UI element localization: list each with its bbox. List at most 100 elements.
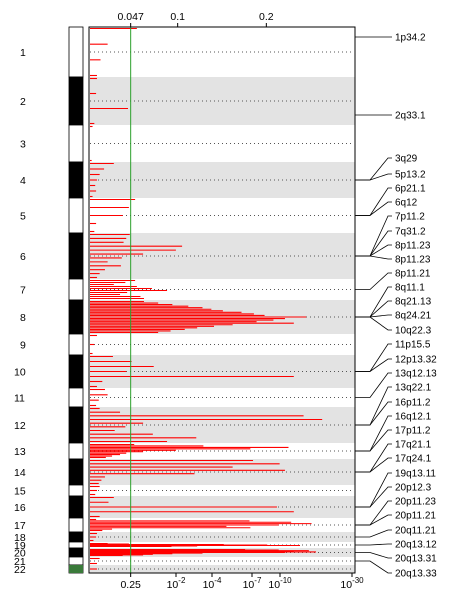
bottom-tick-label: 10-4 [203,576,222,591]
bar-series [90,27,323,570]
annotation-label: 10q22.3 [395,326,432,337]
annotation-leader [355,157,392,181]
annotation-leader [355,358,392,372]
chromosome-label-4: 4 [20,175,26,187]
chromosome-label-11: 11 [14,393,25,405]
annotation-label: 8p11.21 [395,269,431,280]
bottom-tick-label: 10-7 [243,576,262,591]
bottom-tick-label: 0.25 [120,579,141,591]
annotation-leader [355,514,392,526]
top-tick-label: 0.2 [259,11,274,23]
chromosome-label-19: 19 [14,540,26,552]
annotation-label: 17q24.1 [395,454,432,465]
bottom-tick-label: 10-10 [268,576,292,591]
chromosome-label-20: 20 [14,548,26,560]
annotation-label: 8p11.23 [395,255,431,266]
annotation-label: 8q24.21 [395,311,432,322]
ideogram-chr15 [68,484,84,497]
ideogram-chr5 [68,197,84,234]
top-tick-label: 0.047 [118,11,144,23]
ideogram-chr21 [68,556,84,566]
annotation-leader [355,500,392,526]
annotation-label: 16p11.2 [395,398,431,409]
ideogram-chr19 [68,541,84,549]
chromosome-label-12: 12 [14,420,26,432]
top-tick-label: 0.1 [170,11,185,23]
ideogram-chr8 [68,299,84,335]
annotation-label: 20q11.21 [395,526,436,537]
annotation-label: 13q22.1 [395,383,432,394]
chromosome-label-15: 15 [14,486,26,498]
annotation-leader [355,552,392,559]
annotation-label: 8p11.23 [395,241,431,252]
ideogram-chr3 [68,124,84,163]
chromosome-label-13: 13 [14,446,26,458]
annotation-leader [355,372,392,398]
annotation-leader [355,560,392,574]
annotation-label: 5p13.2 [395,170,426,181]
annotation-leader [355,173,392,181]
chromosome-ideogram [68,26,84,574]
annotation-leader [355,272,392,290]
ideogram-chr13 [68,442,84,460]
annotation-leader [355,429,392,452]
ideogram-chr11 [68,387,84,408]
chromosome-label-8: 8 [20,312,26,324]
plot-frame [88,26,356,574]
annotation-label: 20q13.31 [395,554,437,565]
chromosome-label-9: 9 [20,340,26,352]
annotation-label: 6p21.1 [395,184,426,195]
annotation-leader [355,529,392,538]
ideogram-chr2 [68,76,84,126]
annotation-leader [355,543,392,546]
ideogram-chr9 [68,333,84,356]
ideogram-chr6 [68,232,84,280]
chromosome-label-7: 7 [20,285,26,297]
ideogram-chr14 [68,458,84,486]
annotation-leader [355,486,392,508]
ideogram-chr1 [68,26,84,78]
bottom-tick-label: 10-2 [167,576,186,591]
chromosome-label-3: 3 [20,139,26,151]
annotation-leader [355,255,392,260]
bottom-axis: 0.25 10-2 10-4 10-7 10-10 10-30 [120,573,364,591]
ideogram-chr18 [68,531,84,543]
annotation-leader [355,457,392,473]
annotation-leader [355,230,392,257]
bottom-tick-label: 10-30 [340,576,364,591]
annotation-leader [355,316,392,331]
annotation-leader [355,215,392,257]
chromosome-label-16: 16 [14,502,26,514]
chromosome-label-1: 1 [20,47,26,59]
annotation-label: 17p11.2 [395,426,431,437]
annotation-leader [355,472,392,508]
annotation-leader [355,443,392,473]
annotation-label: 20q13.12 [395,540,437,551]
chromosome-label-10: 10 [14,367,26,379]
annotation-label: 20p11.23 [395,497,436,508]
ideogram-end-cap [69,565,83,573]
annotation-label: 12p13.32 [395,355,437,366]
cytoband-annotations: 1p34.2 2q33.1 3q29 5p13.2 6p21.1 6q12 7p11.2 7q… [355,33,437,580]
annotation-label: 16q12.1 [395,412,432,423]
ideogram-chr10 [68,354,84,389]
chromosome-label-2: 2 [20,96,26,108]
chromosome-label-18: 18 [14,532,26,544]
annotation-label: 20p12.3 [395,483,432,494]
ideogram-chr16 [68,495,84,519]
chromosome-label-22: 22 [14,564,26,576]
annotation-leader [355,187,392,216]
ideogram-chr12 [68,406,84,444]
annotation-label: 8q21.13 [395,297,432,308]
ideogram-chr4 [68,161,84,199]
annotation-label: 7q31.2 [395,227,426,238]
annotation-label: 13q12.13 [395,369,437,380]
annotation-label: 6q12 [395,198,418,209]
annotation-label: 11p15.5 [395,340,431,351]
ideogram-chr17 [68,517,84,533]
top-axis: 0.047 0.1 0.2 [118,11,274,27]
ideogram-chr20 [68,547,84,558]
annotation-label: 1p34.2 [395,33,426,44]
